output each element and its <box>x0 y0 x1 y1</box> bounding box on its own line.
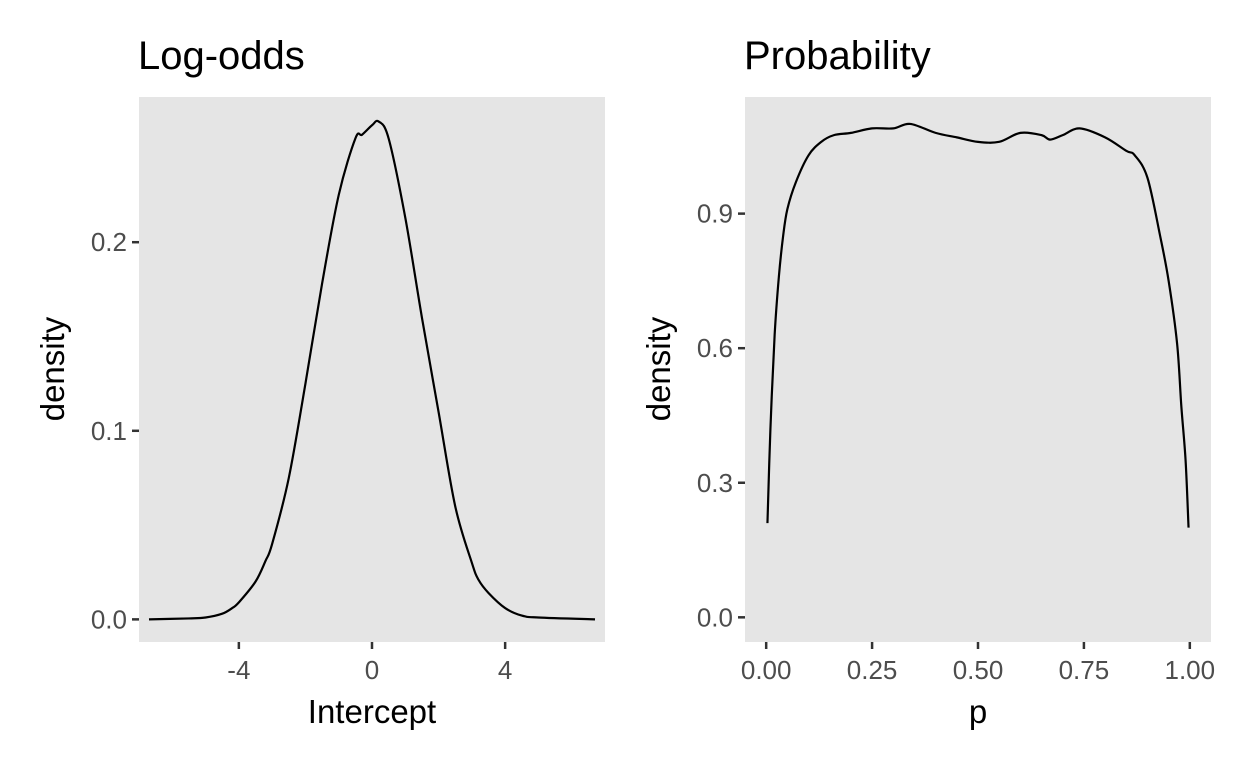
y-axis-title: density <box>34 316 71 421</box>
y-tick-label: 0.6 <box>697 333 733 363</box>
x-tick-label: 0.75 <box>1059 655 1110 685</box>
density-curve <box>766 122 1190 528</box>
y-axis-title: density <box>640 316 677 421</box>
density-curve <box>148 119 596 621</box>
x-tick-label: 4 <box>498 655 512 685</box>
x-axis-title: Intercept <box>308 693 436 730</box>
x-axis-title: p <box>969 693 987 730</box>
x-tick-label: -4 <box>227 655 250 685</box>
y-tick-label: 0.0 <box>91 604 127 634</box>
y-tick-label: 0.0 <box>697 602 733 632</box>
x-tick-label: 0.00 <box>741 655 792 685</box>
chart-title: Probability <box>744 34 931 78</box>
plot-background <box>745 97 1211 642</box>
y-tick-label: 0.3 <box>697 468 733 498</box>
chart-title: Log-odds <box>138 34 305 78</box>
x-tick-label: 0.25 <box>847 655 898 685</box>
x-tick-label: 0.50 <box>953 655 1004 685</box>
panel-log-odds: Log-odds 0.0 0.1 0.2 -4 0 4 Intercept density <box>34 34 605 730</box>
y-tick-label: 0.2 <box>91 227 127 257</box>
y-tick-label: 0.1 <box>91 416 127 446</box>
y-tick-label: 0.9 <box>697 199 733 229</box>
x-tick-label: 0 <box>365 655 379 685</box>
plot-background <box>139 97 605 642</box>
panel-probability: Probability 0.0 0.3 0.6 0.9 0.00 0.25 0.50 0.75… <box>640 34 1215 730</box>
x-tick-label: 1.00 <box>1165 655 1216 685</box>
